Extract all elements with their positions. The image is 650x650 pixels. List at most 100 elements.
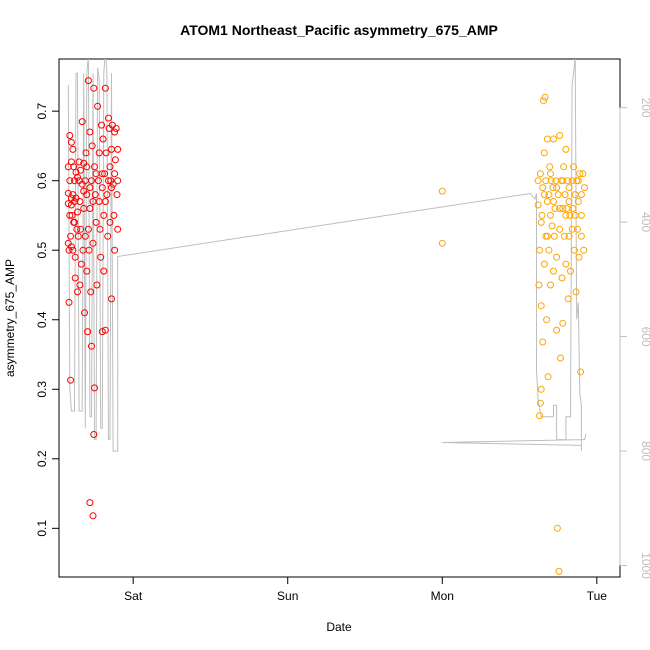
data-point <box>559 319 567 327</box>
data-point <box>576 170 584 178</box>
data-point <box>570 163 578 171</box>
data-point <box>97 253 105 261</box>
y-right-tick-label: 600 <box>639 327 650 347</box>
data-point <box>542 177 550 185</box>
data-point <box>106 163 114 171</box>
data-point <box>559 205 567 212</box>
data-point <box>101 84 109 92</box>
data-point <box>66 177 74 185</box>
data-point <box>86 205 94 212</box>
y-tick-label: 0.7 <box>35 102 49 119</box>
data-point <box>65 298 73 306</box>
data-point <box>565 198 573 205</box>
data-point <box>577 211 585 219</box>
data-point <box>553 184 561 192</box>
data-point <box>540 191 548 199</box>
data-point <box>88 342 95 350</box>
data-point <box>69 145 77 153</box>
data-point <box>543 232 551 240</box>
data-point <box>565 184 573 192</box>
data-point <box>114 145 122 153</box>
data-point <box>537 302 545 310</box>
data-point <box>539 184 547 192</box>
data-point <box>569 205 577 212</box>
data-point <box>66 211 74 219</box>
data-point <box>98 121 105 129</box>
data-point <box>96 225 104 233</box>
data-point <box>577 232 585 240</box>
data-point <box>577 191 585 199</box>
data-point <box>104 232 112 240</box>
data-point <box>565 232 573 240</box>
data-point <box>102 149 110 157</box>
data-point <box>562 145 570 153</box>
data-point <box>114 225 122 233</box>
data-point <box>549 184 557 192</box>
data-point <box>76 198 84 205</box>
data-point <box>99 135 107 143</box>
data-point <box>93 281 101 289</box>
data-point <box>92 218 100 226</box>
data-point <box>580 246 588 254</box>
data-point <box>77 225 85 233</box>
data-point <box>558 274 566 282</box>
data-point <box>536 170 544 178</box>
data-point <box>538 211 546 219</box>
data-point <box>546 163 554 171</box>
data-point <box>105 114 112 122</box>
data-point <box>109 180 117 188</box>
data-point <box>67 243 75 251</box>
data-point <box>77 166 85 174</box>
data-point <box>534 177 542 185</box>
data-point <box>535 281 543 289</box>
data-point <box>91 191 99 199</box>
y-right-tick-label: 1000 <box>639 552 650 579</box>
data-point <box>66 132 74 139</box>
depth-profile-layer <box>67 59 587 452</box>
data-point <box>567 267 574 275</box>
data-point <box>564 177 571 185</box>
y-right-tick-label: 800 <box>639 441 650 461</box>
y-tick-label: 0.5 <box>35 242 49 259</box>
data-point <box>101 170 109 178</box>
y-tick-label: 0.6 <box>35 172 49 189</box>
data-point <box>91 163 98 171</box>
data-point <box>551 205 559 212</box>
data-point <box>112 125 120 132</box>
data-point <box>539 338 547 346</box>
data-point <box>550 198 557 205</box>
data-point <box>74 232 82 240</box>
data-point <box>89 239 97 247</box>
data-point <box>101 198 109 205</box>
x-tick-label: Tue <box>587 589 608 603</box>
data-point <box>94 102 102 110</box>
data-point <box>536 412 544 420</box>
data-point <box>64 163 72 171</box>
data-point <box>550 135 557 143</box>
data-point <box>438 187 446 195</box>
y-tick-label: 0.4 <box>35 311 49 328</box>
data-point <box>74 288 81 296</box>
y-axis-right: 200 400 600 800 1000 <box>619 98 650 579</box>
data-point <box>81 232 89 240</box>
points-layer <box>64 77 588 575</box>
data-point <box>114 177 122 185</box>
data-point <box>540 260 548 268</box>
data-point <box>67 138 75 146</box>
data-point <box>547 211 554 219</box>
data-point <box>80 187 88 195</box>
data-point <box>547 170 554 178</box>
data-point <box>86 184 94 192</box>
data-point <box>577 368 585 376</box>
data-point <box>560 163 568 171</box>
data-point <box>91 384 98 392</box>
data-point <box>548 222 556 230</box>
data-point <box>555 567 563 575</box>
data-point <box>562 211 570 219</box>
data-point <box>92 170 100 178</box>
data-point <box>557 354 564 362</box>
data-point <box>90 84 98 92</box>
data-point <box>89 512 97 520</box>
data-point <box>95 149 103 157</box>
